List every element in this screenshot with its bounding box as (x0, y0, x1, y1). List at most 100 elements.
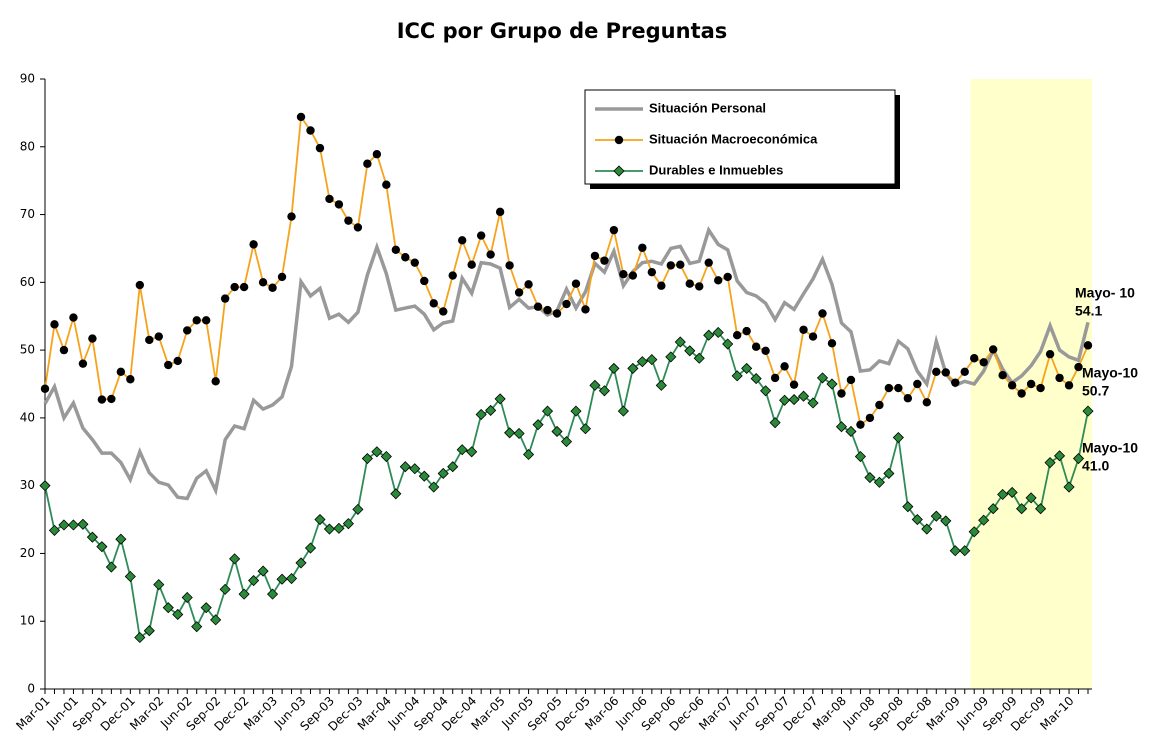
data-point (50, 320, 59, 329)
data-point (552, 309, 562, 318)
data-point (788, 394, 800, 406)
y-tick-label: 50 (20, 343, 35, 357)
data-point (67, 519, 80, 531)
data-point (932, 367, 941, 376)
data-point (951, 378, 960, 387)
data-point (342, 518, 354, 530)
data-point (723, 272, 732, 282)
data-point (306, 126, 315, 135)
data-point (505, 261, 514, 270)
data-point (1074, 362, 1083, 372)
y-tick-label: 90 (20, 72, 35, 86)
y-tick-label: 10 (20, 614, 35, 628)
data-point (864, 471, 876, 484)
data-point (191, 621, 203, 633)
data-point (504, 427, 516, 439)
data-point (486, 250, 495, 259)
data-point (541, 405, 554, 417)
data-point (143, 625, 155, 637)
data-point (266, 588, 279, 600)
data-point (856, 420, 865, 429)
data-point (987, 503, 999, 515)
data-point (1055, 373, 1064, 383)
data-point (970, 354, 979, 363)
legend-marker (614, 135, 624, 145)
data-point (703, 329, 715, 341)
data-point (837, 389, 846, 398)
data-point (1007, 381, 1017, 390)
data-point (598, 385, 610, 397)
data-point (761, 346, 770, 355)
data-point (543, 305, 552, 315)
data-point (476, 231, 486, 240)
data-point (344, 216, 353, 225)
data-point (532, 419, 544, 431)
data-point (276, 573, 288, 585)
data-point (674, 336, 686, 348)
data-point (1044, 457, 1056, 469)
data-point (277, 272, 287, 282)
data-point (238, 588, 250, 600)
data-point (410, 258, 419, 267)
data-point (59, 345, 69, 355)
data-point (1064, 381, 1074, 390)
annotation: 50.7 (1082, 383, 1109, 399)
series-markers (39, 326, 1094, 644)
data-point (258, 278, 268, 287)
data-point (105, 561, 117, 573)
data-point (1053, 450, 1066, 462)
data-point (903, 394, 913, 403)
data-point (608, 362, 620, 374)
data-point (88, 334, 97, 343)
data-point (390, 488, 402, 500)
data-point (949, 545, 961, 557)
data-point (210, 614, 222, 626)
data-point (873, 476, 885, 488)
data-point (96, 541, 108, 553)
data-point (135, 280, 145, 290)
data-point (779, 394, 791, 406)
annotation: 41.0 (1082, 458, 1109, 474)
data-point (456, 444, 468, 456)
data-point (731, 370, 743, 382)
data-point (930, 510, 942, 522)
legend-box (584, 89, 896, 185)
data-point (571, 279, 581, 288)
legend-label: Durables e Inmuebles (649, 162, 783, 177)
data-point (1035, 503, 1047, 515)
data-point (363, 159, 372, 168)
data-point (296, 112, 306, 122)
data-point (628, 271, 638, 280)
data-point (560, 436, 573, 448)
data-point (333, 522, 345, 534)
y-tick-label: 30 (20, 478, 35, 492)
annotation: 54.1 (1075, 303, 1102, 319)
data-point (665, 351, 677, 363)
data-point (428, 481, 440, 493)
data-point (409, 463, 421, 475)
data-point (960, 367, 969, 376)
data-point (693, 352, 705, 364)
data-point (124, 570, 136, 583)
data-point (845, 425, 857, 438)
data-point (941, 368, 950, 377)
data-point (1082, 405, 1094, 417)
data-point (380, 450, 392, 463)
data-point (1072, 452, 1085, 465)
data-point (107, 394, 116, 404)
data-point (325, 194, 334, 204)
series-line (44, 331, 1089, 640)
annotation: Mayo- 10 (1075, 285, 1135, 301)
data-point (268, 283, 277, 292)
data-point (655, 379, 667, 391)
data-point (959, 545, 971, 557)
data-point (361, 452, 373, 465)
data-point (704, 258, 713, 267)
data-point (894, 383, 903, 393)
data-point (808, 332, 818, 341)
data-point (1036, 383, 1045, 393)
data-point (978, 514, 990, 526)
data-point (760, 385, 772, 397)
data-point (551, 425, 563, 438)
data-point (617, 405, 629, 417)
